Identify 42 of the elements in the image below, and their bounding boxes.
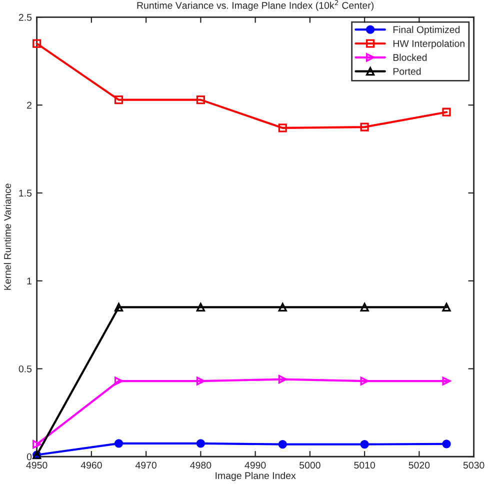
point	[360, 376, 369, 386]
point	[442, 440, 451, 448]
legend-label: Ported	[393, 68, 421, 75]
point	[32, 39, 42, 48]
x-tick-label: 5000	[300, 462, 320, 469]
point	[196, 302, 206, 312]
legend-label: Final Optimized	[393, 26, 460, 35]
x-tick-label: 4980	[190, 462, 212, 469]
point	[196, 439, 206, 448]
x-tick-label: 4960	[80, 462, 102, 469]
point	[442, 108, 451, 116]
point	[360, 122, 369, 132]
x-tick-label: 5030	[463, 462, 484, 469]
x-tick-label: 5020	[408, 462, 430, 469]
point	[442, 376, 451, 386]
y-tick-label: 2.5	[18, 14, 32, 21]
y-tick-label: 2	[27, 102, 32, 109]
x-tick-label: 4990	[244, 462, 266, 469]
y-tick-label: 0.5	[18, 365, 32, 372]
point	[114, 439, 124, 448]
x-tick-label: 5010	[354, 462, 375, 469]
point	[360, 440, 369, 449]
y-tick-label: 1.5	[19, 190, 32, 197]
legend-label: HW Interpolation	[393, 40, 464, 49]
x-tick-label: 4950	[26, 462, 48, 469]
chart-title: Runtime Variance vs. Image Plane Index (10k$^{2}$ Center)	[137, 0, 374, 11]
legend-label: Blocked	[393, 54, 427, 61]
x-axis-title: Image Plane Index	[216, 472, 296, 482]
point	[278, 124, 287, 132]
point	[360, 302, 369, 312]
x-tick-label: 4970	[135, 462, 157, 469]
point	[114, 95, 124, 104]
y-tick-label: 1	[27, 278, 32, 284]
point	[278, 302, 287, 312]
point	[196, 95, 206, 104]
y-axis-title: Kernel Runtime Variance	[4, 184, 11, 290]
point	[114, 302, 124, 312]
point	[278, 374, 287, 384]
point	[278, 440, 287, 449]
y-tick-label: 0	[26, 453, 32, 460]
point	[32, 440, 42, 449]
point	[442, 302, 451, 312]
